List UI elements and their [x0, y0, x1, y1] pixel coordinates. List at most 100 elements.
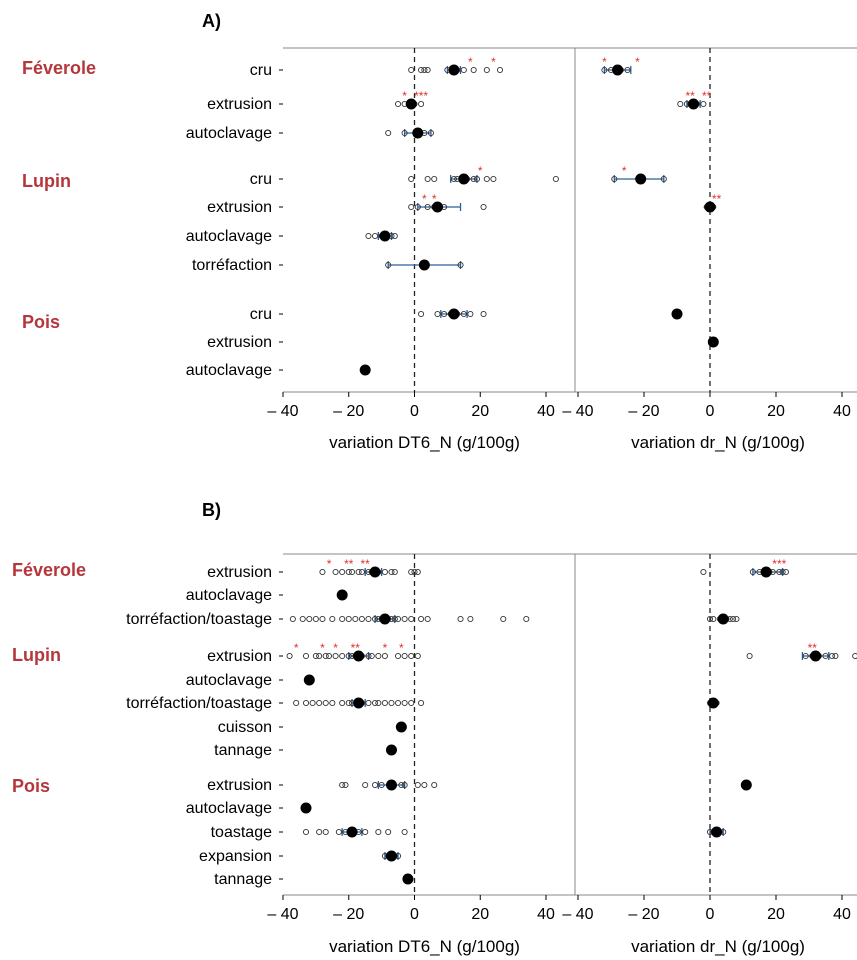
- row-label: torréfaction/toastage: [126, 611, 272, 628]
- data-point: [822, 652, 829, 660]
- data-point: [424, 615, 431, 623]
- group-label: Féverole: [12, 560, 86, 580]
- mean-point: [612, 64, 624, 76]
- mean-point: [810, 650, 822, 662]
- data-point: [319, 568, 326, 576]
- data-point: [418, 699, 425, 707]
- x-axis-title: variation dr_N (g/100g): [631, 433, 805, 452]
- significance-star: **: [361, 557, 371, 571]
- data-point: [371, 781, 379, 789]
- data-point: [460, 66, 467, 74]
- data-point: [431, 781, 438, 789]
- data-point: [335, 828, 342, 836]
- data-point: [730, 615, 737, 623]
- data-point: [385, 129, 392, 137]
- x-tick-label: 20: [471, 403, 489, 420]
- data-point: [319, 615, 326, 623]
- data-point: [388, 699, 395, 707]
- mean-point: [336, 589, 348, 601]
- row-label: autoclavage: [186, 587, 272, 604]
- data-point: [322, 652, 329, 660]
- data-point: [339, 699, 346, 707]
- data-point: [802, 652, 809, 660]
- data-point: [408, 652, 415, 660]
- data-point: [365, 232, 372, 240]
- data-point: [365, 652, 372, 660]
- data-point: [371, 615, 379, 623]
- row-label: extrusion: [207, 199, 272, 216]
- mean-point: [717, 613, 729, 625]
- significance-star: *: [491, 55, 496, 69]
- significance-star: ***: [772, 557, 786, 571]
- data-point: [480, 203, 487, 211]
- data-point: [418, 66, 425, 74]
- data-point: [306, 615, 313, 623]
- data-point: [339, 568, 346, 576]
- data-point: [473, 175, 481, 183]
- x-axis-title: variation DT6_N (g/100g): [329, 937, 520, 956]
- mean-point: [346, 826, 358, 838]
- x-tick-label: – 20: [628, 906, 659, 923]
- mean-point: [711, 826, 723, 838]
- data-point: [322, 828, 329, 836]
- data-point: [408, 568, 415, 576]
- row-label: tannage: [214, 742, 272, 759]
- data-point: [375, 828, 382, 836]
- data-point: [710, 615, 717, 623]
- row-label: cru: [250, 306, 272, 323]
- data-point: [660, 175, 667, 183]
- row-label: torréfaction: [192, 257, 272, 274]
- x-tick-label: 20: [767, 403, 785, 420]
- row-label: cru: [250, 171, 272, 188]
- x-tick-label: 0: [410, 906, 419, 923]
- row-label: autoclavage: [186, 800, 272, 817]
- data-point: [480, 310, 487, 318]
- data-point: [401, 828, 408, 836]
- data-point: [467, 615, 474, 623]
- group-label: Pois: [12, 776, 50, 796]
- data-point: [395, 652, 402, 660]
- significance-star: ***: [414, 89, 428, 103]
- x-tick-label: – 40: [562, 403, 593, 420]
- data-point: [332, 568, 339, 576]
- data-point: [421, 781, 428, 789]
- mean-point: [448, 308, 460, 320]
- mean-point: [760, 566, 772, 578]
- data-point: [362, 781, 369, 789]
- mean-point: [353, 650, 365, 662]
- data-point: [601, 66, 608, 74]
- data-point: [316, 828, 323, 836]
- data-point: [289, 615, 296, 623]
- data-point: [365, 699, 372, 707]
- significance-star: **: [344, 557, 354, 571]
- data-point: [421, 66, 428, 74]
- data-point: [371, 699, 379, 707]
- row-label: autoclavage: [186, 672, 272, 689]
- data-point: [401, 129, 408, 137]
- data-point: [776, 568, 783, 576]
- data-point: [309, 699, 316, 707]
- x-tick-label: – 40: [267, 906, 298, 923]
- mean-point: [369, 566, 381, 578]
- mean-point: [458, 173, 470, 185]
- significance-star: **: [712, 192, 722, 206]
- data-point: [381, 699, 388, 707]
- x-tick-label: – 20: [333, 906, 364, 923]
- data-point: [342, 781, 349, 789]
- row-label: extrusion: [207, 648, 272, 665]
- data-point: [470, 66, 477, 74]
- mean-point: [385, 744, 397, 756]
- data-point: [286, 652, 293, 660]
- data-point: [395, 699, 402, 707]
- x-tick-label: 40: [833, 403, 851, 420]
- significance-star: *: [422, 192, 427, 206]
- data-point: [746, 652, 753, 660]
- data-point: [345, 652, 352, 660]
- panel-label: B): [202, 500, 221, 520]
- data-point: [700, 568, 707, 576]
- row-label: autoclavage: [186, 125, 272, 142]
- data-point: [411, 568, 418, 576]
- mean-point: [359, 364, 371, 376]
- data-point: [316, 699, 323, 707]
- mean-point: [303, 674, 315, 686]
